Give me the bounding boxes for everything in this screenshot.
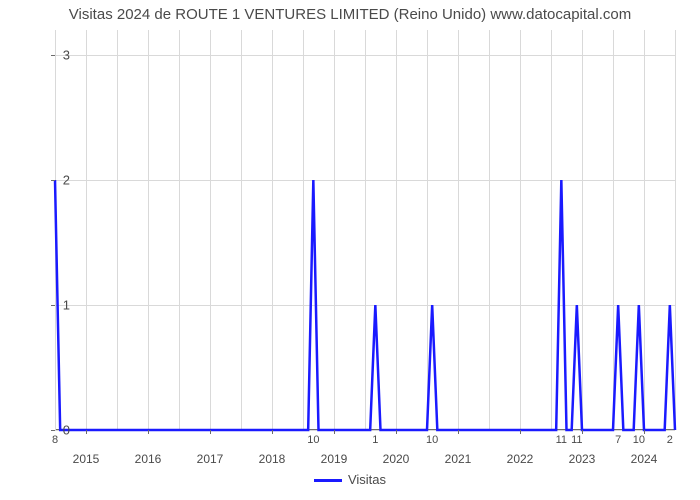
xtick-data-label: 10 (633, 434, 645, 446)
xtick-data-label: 8 (52, 434, 58, 446)
xtick-mark (396, 430, 397, 434)
xtick-year-label: 2015 (73, 452, 100, 466)
xtick-year-label: 2020 (383, 452, 410, 466)
xtick-year-label: 2019 (321, 452, 348, 466)
xtick-data-label: 11 (556, 434, 567, 446)
xtick-mark (334, 430, 335, 434)
xtick-mark (148, 430, 149, 434)
xtick-data-label: 10 (307, 434, 319, 446)
xtick-mark (210, 430, 211, 434)
xtick-year-label: 2016 (135, 452, 162, 466)
xtick-data-label: 2 (667, 434, 673, 446)
xtick-data-label: 10 (426, 434, 438, 446)
xtick-year-label: 2017 (197, 452, 224, 466)
xtick-year-label: 2021 (445, 452, 472, 466)
chart-title: Visitas 2024 de ROUTE 1 VENTURES LIMITED… (0, 6, 700, 23)
ytick-mark (51, 430, 55, 431)
series-line (55, 30, 675, 430)
xtick-year-label: 2023 (569, 452, 596, 466)
xtick-year-label: 2022 (507, 452, 534, 466)
xtick-year-label: 2024 (631, 452, 658, 466)
xtick-mark (272, 430, 273, 434)
ytick-mark (51, 180, 55, 181)
legend-swatch (314, 479, 342, 482)
vgrid (675, 30, 676, 430)
xtick-data-label: 7 (615, 434, 621, 446)
xtick-data-label: 11 (571, 434, 582, 446)
ytick-mark (51, 305, 55, 306)
xtick-data-label: 1 (372, 434, 378, 446)
xtick-mark (86, 430, 87, 434)
xtick-year-label: 2018 (259, 452, 286, 466)
legend: Visitas (0, 472, 700, 487)
xtick-mark (520, 430, 521, 434)
xtick-mark (458, 430, 459, 434)
ytick-mark (51, 55, 55, 56)
legend-label: Visitas (348, 472, 386, 487)
plot-area (55, 30, 675, 430)
